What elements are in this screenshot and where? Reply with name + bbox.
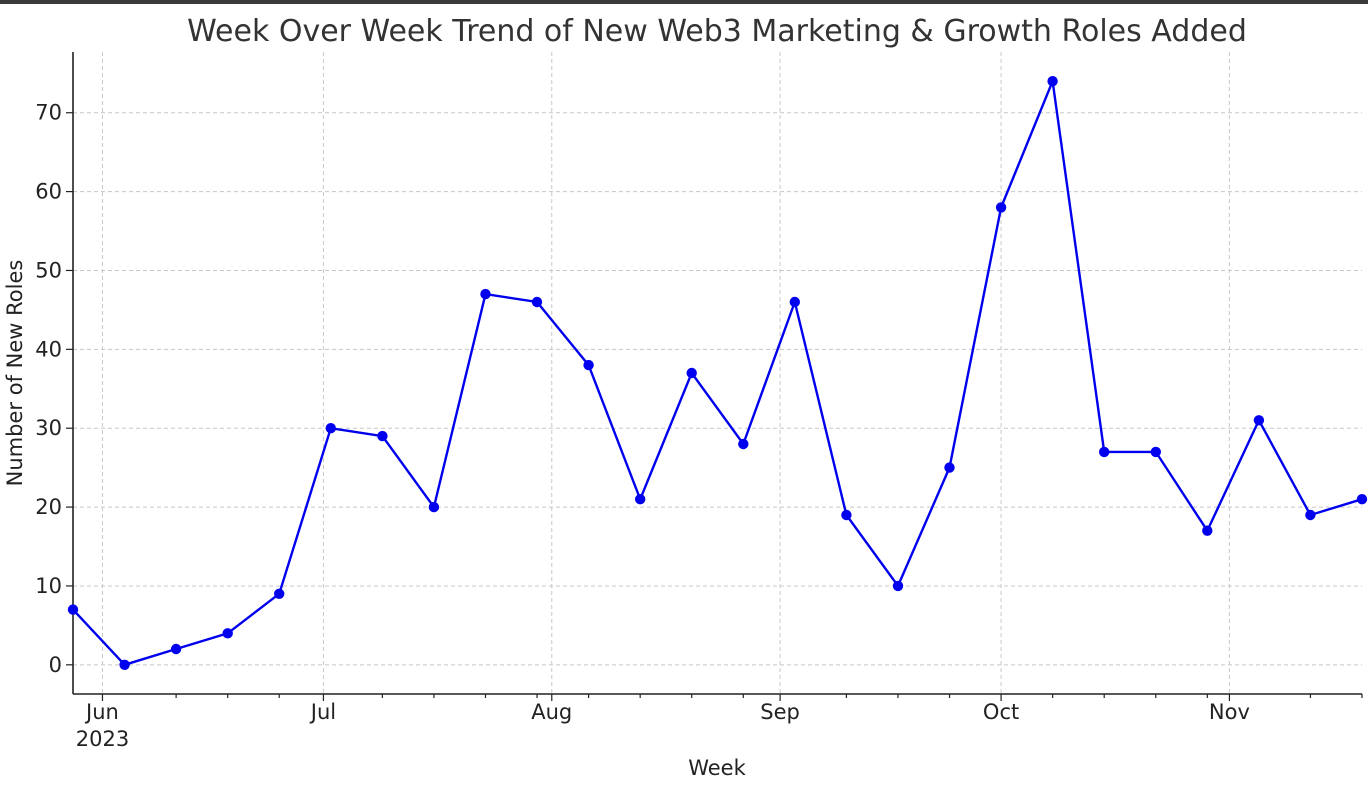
chart-title: Week Over Week Trend of New Web3 Marketi… bbox=[187, 14, 1247, 49]
x-tick-label: Nov bbox=[1209, 700, 1250, 724]
data-point bbox=[222, 628, 233, 639]
data-point bbox=[531, 296, 543, 308]
data-point bbox=[944, 462, 955, 473]
x-axis-ticks: Jun 2023 Jul Aug Sep Oct Nov bbox=[76, 694, 1363, 751]
data-point bbox=[377, 430, 388, 442]
data-point bbox=[635, 494, 646, 505]
data-point bbox=[892, 580, 904, 592]
y-tick-label: 50 bbox=[35, 258, 62, 282]
x-tick-label: Jul bbox=[309, 700, 336, 724]
data-point bbox=[1356, 494, 1368, 505]
y-tick-label: 40 bbox=[35, 337, 62, 361]
data-point bbox=[325, 423, 336, 434]
data-point bbox=[1047, 76, 1058, 87]
data-point bbox=[274, 588, 285, 599]
y-tick-label: 60 bbox=[35, 180, 62, 204]
y-tick-label: 20 bbox=[35, 495, 62, 519]
data-point bbox=[738, 438, 749, 450]
data-point bbox=[686, 367, 697, 379]
y-axis-label: Number of New Roles bbox=[3, 260, 27, 487]
data-point bbox=[841, 509, 852, 521]
data-point bbox=[428, 501, 440, 513]
x-tick-label: Jun bbox=[84, 700, 119, 724]
x-tick-label: Aug bbox=[531, 700, 572, 724]
data-point bbox=[170, 643, 182, 655]
data-point bbox=[1099, 446, 1110, 458]
y-tick-label: 10 bbox=[35, 574, 62, 598]
y-tick-label: 30 bbox=[35, 416, 62, 440]
data-point bbox=[67, 604, 79, 615]
x-tick-sublabel: 2023 bbox=[76, 727, 129, 751]
data-point bbox=[1253, 415, 1265, 426]
data-point bbox=[583, 359, 594, 371]
x-tick-label: Sep bbox=[760, 700, 800, 724]
y-tick-label: 0 bbox=[49, 653, 62, 677]
x-axis-label: Week bbox=[688, 756, 746, 780]
data-point bbox=[480, 288, 491, 300]
top-border bbox=[0, 0, 1368, 4]
y-tick-label: 70 bbox=[35, 101, 62, 125]
x-tick-label: Oct bbox=[983, 700, 1019, 724]
series bbox=[67, 76, 1368, 670]
y-axis-ticks: 0 10 20 30 40 50 60 70 bbox=[35, 101, 73, 677]
data-point bbox=[119, 659, 130, 670]
data-point bbox=[1202, 525, 1213, 536]
data-point bbox=[995, 202, 1007, 213]
series-line bbox=[72, 76, 1363, 667]
axes-spines bbox=[72, 52, 1362, 695]
data-point bbox=[1150, 446, 1162, 458]
gridlines bbox=[73, 52, 1362, 694]
data-point bbox=[789, 296, 800, 308]
data-point bbox=[1305, 509, 1316, 521]
